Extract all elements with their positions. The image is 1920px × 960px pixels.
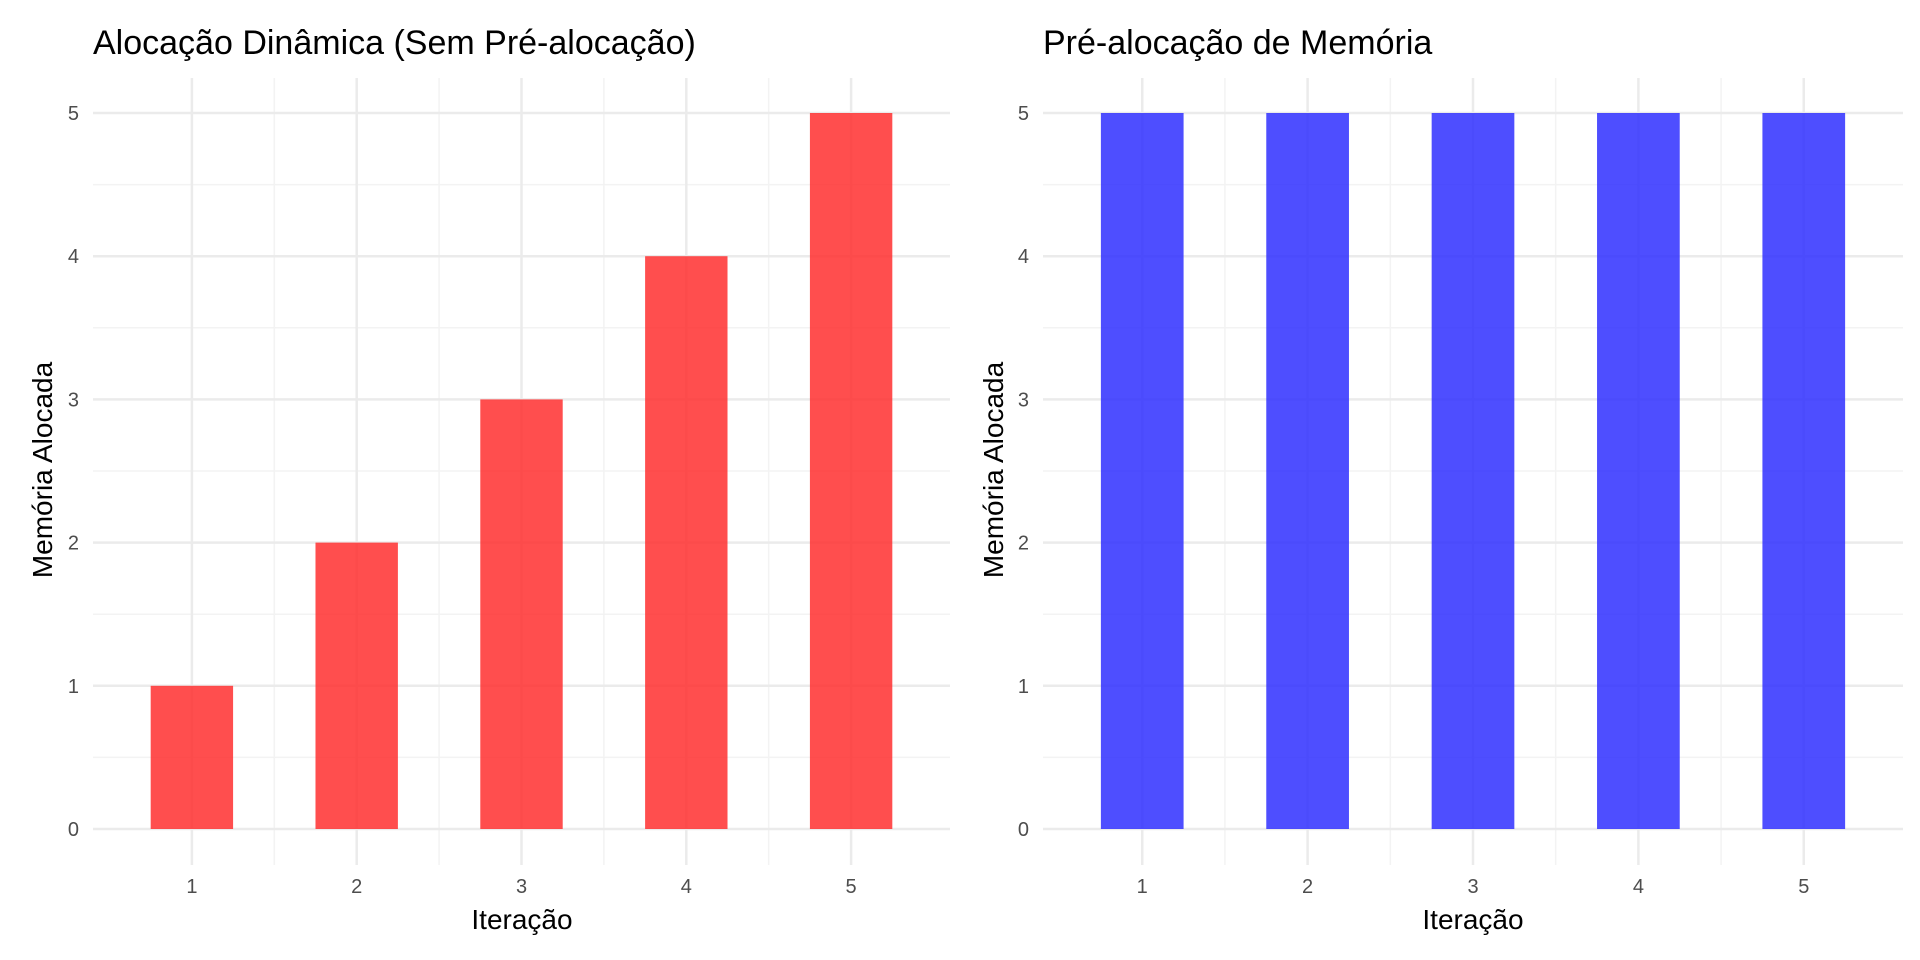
y-tick-label: 0 <box>68 819 79 841</box>
y-tick-label: 3 <box>1018 389 1029 411</box>
y-tick-label: 4 <box>68 246 79 268</box>
y-axis-label: Memória Alocada <box>27 361 58 578</box>
y-tick-label: 1 <box>68 676 79 698</box>
y-tick-label: 5 <box>68 103 79 125</box>
chart-panel-dynamic: 1 2 3 4 5 0 1 2 3 4 5 Alocação Dinâmica (Sem Pré-… <box>27 24 950 935</box>
y-axis-label: Memória Alocada <box>978 361 1009 578</box>
x-tick-labels: 1 2 3 4 5 <box>186 876 856 898</box>
y-tick-label: 2 <box>68 533 79 555</box>
bar <box>150 685 234 829</box>
bar <box>645 256 728 829</box>
x-tick-label: 4 <box>1633 876 1644 898</box>
bar <box>315 542 398 829</box>
x-tick-label: 2 <box>351 876 362 898</box>
bar <box>809 113 893 829</box>
x-axis-label: Iteração <box>1422 904 1523 935</box>
y-tick-label: 5 <box>1018 103 1029 125</box>
x-tick-label: 5 <box>1798 876 1809 898</box>
y-tick-labels: 0 1 2 3 4 5 <box>1018 103 1029 841</box>
bar <box>1431 113 1515 829</box>
x-tick-label: 1 <box>1137 876 1148 898</box>
x-tick-label: 3 <box>516 876 527 898</box>
x-tick-label: 2 <box>1302 876 1313 898</box>
bars-layer <box>150 113 893 829</box>
y-tick-label: 2 <box>1018 533 1029 555</box>
chart-title: Pré-alocação de Memória <box>1043 24 1432 62</box>
x-tick-label: 3 <box>1467 876 1478 898</box>
x-axis-label: Iteração <box>471 904 572 935</box>
bar <box>1762 113 1846 829</box>
chart-title: Alocação Dinâmica (Sem Pré-alocação) <box>93 24 696 62</box>
x-tick-labels: 1 2 3 4 5 <box>1137 876 1810 898</box>
y-tick-labels: 0 1 2 3 4 5 <box>68 103 79 841</box>
x-tick-label: 1 <box>186 876 197 898</box>
bar <box>1100 113 1184 829</box>
y-tick-label: 0 <box>1018 819 1029 841</box>
y-tick-label: 1 <box>1018 676 1029 698</box>
y-tick-label: 3 <box>68 389 79 411</box>
bar <box>1597 113 1680 829</box>
y-tick-label: 4 <box>1018 246 1029 268</box>
bar <box>1266 113 1349 829</box>
x-tick-label: 5 <box>846 876 857 898</box>
x-tick-label: 4 <box>681 876 692 898</box>
bars-layer <box>1100 113 1846 829</box>
chart-panel-preallocation: 1 2 3 4 5 0 1 2 3 4 5 Pré-alocação de Memória Ite… <box>978 24 1903 935</box>
bar <box>480 399 563 829</box>
